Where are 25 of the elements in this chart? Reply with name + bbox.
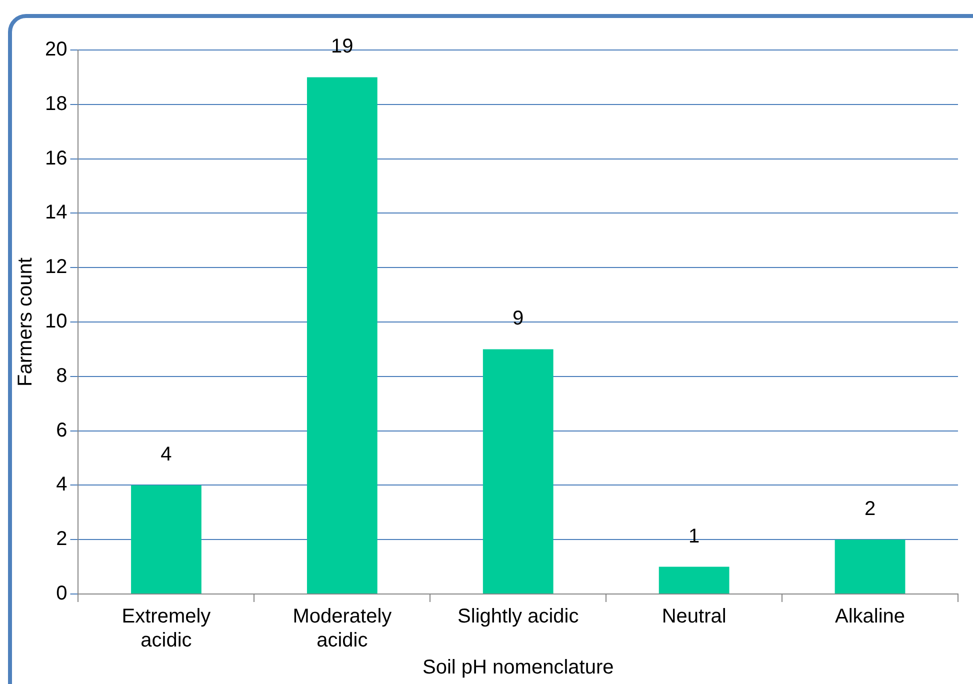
y-tick-label: 0 [56,582,68,605]
y-tick-label: 16 [44,147,68,170]
data-label: 2 [864,498,876,520]
y-axis-title: Farmers count [14,257,37,386]
bar [306,77,378,594]
y-tick-label: 18 [44,92,68,115]
y-tick-label: 4 [56,474,68,496]
bar [482,349,554,594]
data-label: 4 [160,444,172,466]
x-tick-label: Moderately acidic [292,606,392,652]
y-tick-label: 12 [44,256,68,278]
y-tick-label: 2 [56,528,68,550]
x-tick-label: Alkaline [835,606,906,628]
bar [658,566,730,594]
y-tick-label: 8 [56,364,68,387]
y-tick-label: 20 [44,38,68,61]
y-tick-label: 6 [56,419,68,442]
y-tick-label: 10 [44,310,68,333]
bar [834,540,906,594]
x-tick-label: Neutral [662,606,726,628]
y-tick-label: 14 [44,202,68,224]
x-tick-label: Extremely acidic [122,606,211,652]
bar [131,485,202,594]
x-tick-label: Slightly acidic [458,606,579,628]
x-axis-title: Soil pH nomenclature [422,656,614,679]
